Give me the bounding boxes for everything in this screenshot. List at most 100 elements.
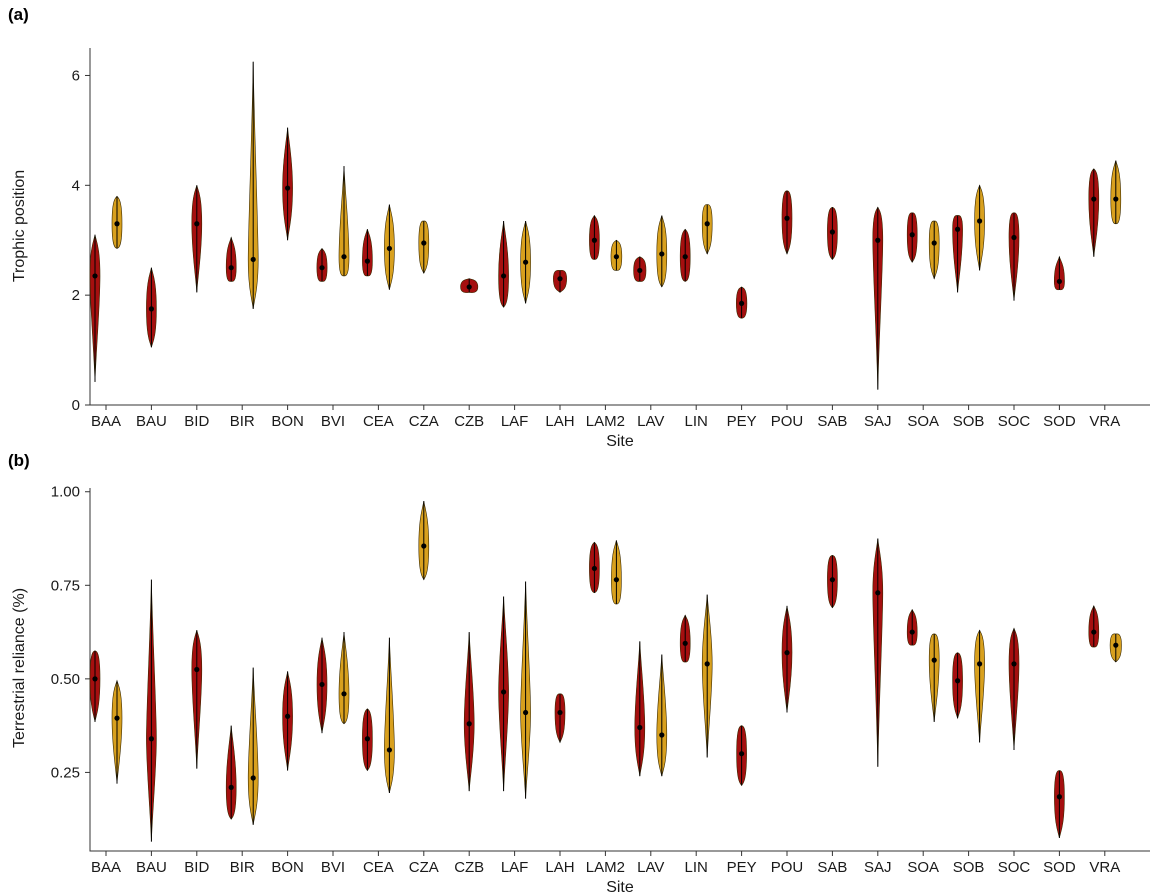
- panel-b-x-tick-label: SOD: [1043, 859, 1076, 876]
- panel-b-x-tick-label: BVI: [321, 859, 345, 876]
- panel-a-x-tick-label: CZA: [409, 413, 439, 430]
- median-point-b-czb-red: [466, 721, 472, 727]
- median-point-b-sob-red: [955, 678, 961, 684]
- panel-a-x-tick-label: BVI: [321, 413, 345, 430]
- median-point-b-cea-gold: [386, 747, 392, 753]
- median-point-b-baa-red: [92, 676, 98, 682]
- panel-a-x-tick-label: LAV: [637, 413, 664, 430]
- median-point-b-baa-gold: [114, 715, 120, 721]
- panel-b-x-tick-label: SAJ: [864, 859, 892, 876]
- median-point-b-sob-gold: [977, 661, 983, 667]
- panel-a-x-tick-label: BAU: [136, 413, 167, 430]
- panel-a-x-tick-label: CZB: [454, 413, 484, 430]
- median-point-a-bir-red: [228, 265, 234, 271]
- median-point-b-pey-red: [739, 751, 745, 757]
- panel-b-x-tick-label: CZA: [409, 859, 439, 876]
- median-point-b-lav-gold: [659, 732, 665, 738]
- panel-a-x-tick-label: BIR: [230, 413, 255, 430]
- median-point-a-lam2-gold: [613, 254, 620, 260]
- median-point-b-pou-red: [784, 650, 790, 656]
- panel-label-b: (b): [8, 451, 30, 470]
- panel-b-x-tick-label: LAH: [545, 859, 574, 876]
- median-point-b-lin-red: [682, 640, 688, 646]
- panel-b-y-tick-label: 0.25: [51, 764, 80, 781]
- median-point-b-bvi-red: [319, 681, 325, 688]
- panel-a-x-tick-label: LAF: [501, 413, 529, 430]
- median-point-a-soc-red: [1011, 234, 1017, 241]
- median-point-b-lam2-gold: [613, 577, 620, 583]
- median-point-a-bir-gold: [250, 256, 256, 263]
- median-point-b-bir-gold: [250, 775, 256, 781]
- median-point-a-lah-red: [557, 276, 563, 282]
- median-point-a-bid-red: [194, 221, 200, 227]
- median-point-a-sob-gold: [977, 218, 983, 224]
- median-point-a-pou-red: [784, 215, 790, 221]
- median-point-a-cza-gold: [421, 240, 427, 246]
- panel-b-x-tick-label: BAU: [136, 859, 167, 876]
- panel-a-y-axis-title: Trophic position: [11, 170, 28, 282]
- panel-a-x-tick-label: SAB: [817, 413, 847, 430]
- panel-a-x-tick-label: SOA: [907, 413, 939, 430]
- panel-a-x-tick-label: VRA: [1089, 413, 1120, 430]
- median-point-b-bir-red: [228, 784, 234, 790]
- panel-a-y-tick-label: 6: [72, 67, 80, 84]
- median-point-a-vra-red: [1091, 196, 1097, 202]
- panel-b-terrestrial-reliance: Terrestrial reliance (%) Site 0.25 0.50 0.…: [11, 484, 1150, 896]
- median-point-a-czb-red: [466, 284, 472, 290]
- median-point-b-bau-red: [148, 736, 154, 742]
- median-point-a-lam2-red: [591, 237, 598, 243]
- median-point-b-bid-red: [194, 666, 200, 673]
- panel-b-x-tick-label: LIN: [685, 859, 708, 876]
- panel-a-x-tick-label: BAA: [91, 413, 121, 430]
- median-point-a-baa-gold: [114, 221, 120, 227]
- panel-a-x-axis-title: Site: [606, 433, 634, 450]
- median-point-a-baa-red: [92, 273, 98, 279]
- panel-b-y-tick-label: 0.50: [51, 671, 80, 688]
- median-point-a-sod-red: [1056, 278, 1062, 285]
- panel-b-x-axis-title: Site: [606, 879, 634, 896]
- median-point-a-sob-red: [955, 226, 961, 232]
- panel-a-y-tick-label: 4: [72, 177, 80, 194]
- median-point-a-lin-gold: [704, 221, 710, 227]
- median-point-b-lam2-red: [591, 565, 598, 572]
- panel-a-x-tick-label: POU: [771, 413, 804, 430]
- panel-b-x-tick-label: SOC: [998, 859, 1031, 876]
- panel-b-x-tick-label: PEY: [727, 859, 757, 876]
- median-point-b-sab-red: [829, 577, 836, 583]
- median-point-a-soa-red: [909, 232, 915, 238]
- panel-b-x-tick-label: BAA: [91, 859, 121, 876]
- median-point-a-soa-gold: [931, 240, 937, 246]
- panel-b-axes: [89, 488, 1150, 852]
- median-point-a-vra-gold: [1113, 196, 1119, 202]
- median-point-a-lav-red: [637, 267, 643, 274]
- panel-b-x-tick-label: VRA: [1089, 859, 1120, 876]
- median-point-b-soa-gold: [931, 657, 937, 663]
- median-point-a-laf-gold: [523, 259, 529, 265]
- panel-b-x-tick-label: SAB: [817, 859, 847, 876]
- panel-a-x-tick-label: SOB: [953, 413, 985, 430]
- median-point-a-lin-red: [682, 254, 688, 260]
- panel-b-y-tick-label: 1.00: [51, 484, 80, 501]
- panel-a-trophic-position: Trophic position Site 0 2 4 6 BAA BAU BID BIR BO…: [11, 48, 1150, 450]
- median-point-a-bau-red: [148, 306, 154, 312]
- panel-a-x-tick-label: LAM2: [586, 413, 625, 430]
- panel-b-x-tick-label: POU: [771, 859, 804, 876]
- median-point-b-vra-red: [1091, 629, 1097, 635]
- median-point-b-saj-red: [875, 590, 881, 596]
- panel-b-x-tick-label: CZB: [454, 859, 484, 876]
- panel-a-x-tick-label: LAH: [545, 413, 574, 430]
- median-point-b-soa-red: [909, 629, 915, 635]
- median-point-b-bon-red: [285, 713, 291, 719]
- panel-b-y-tick-label: 0.75: [51, 577, 80, 594]
- median-point-b-soc-red: [1011, 661, 1017, 667]
- panel-b-x-tick-label: LAV: [637, 859, 664, 876]
- median-point-b-bvi-gold: [341, 691, 347, 697]
- panel-a-y-tick-label: 2: [72, 287, 80, 304]
- panel-b-x-tick-label: BON: [271, 859, 304, 876]
- panel-b-x-tick-label: SOB: [953, 859, 985, 876]
- median-point-b-laf-gold: [523, 709, 529, 716]
- panel-label-a: (a): [8, 5, 29, 24]
- panel-a-x-tick-label: CEA: [363, 413, 394, 430]
- panel-b-x-tick-label: CEA: [363, 859, 394, 876]
- median-point-a-saj-red: [875, 237, 881, 243]
